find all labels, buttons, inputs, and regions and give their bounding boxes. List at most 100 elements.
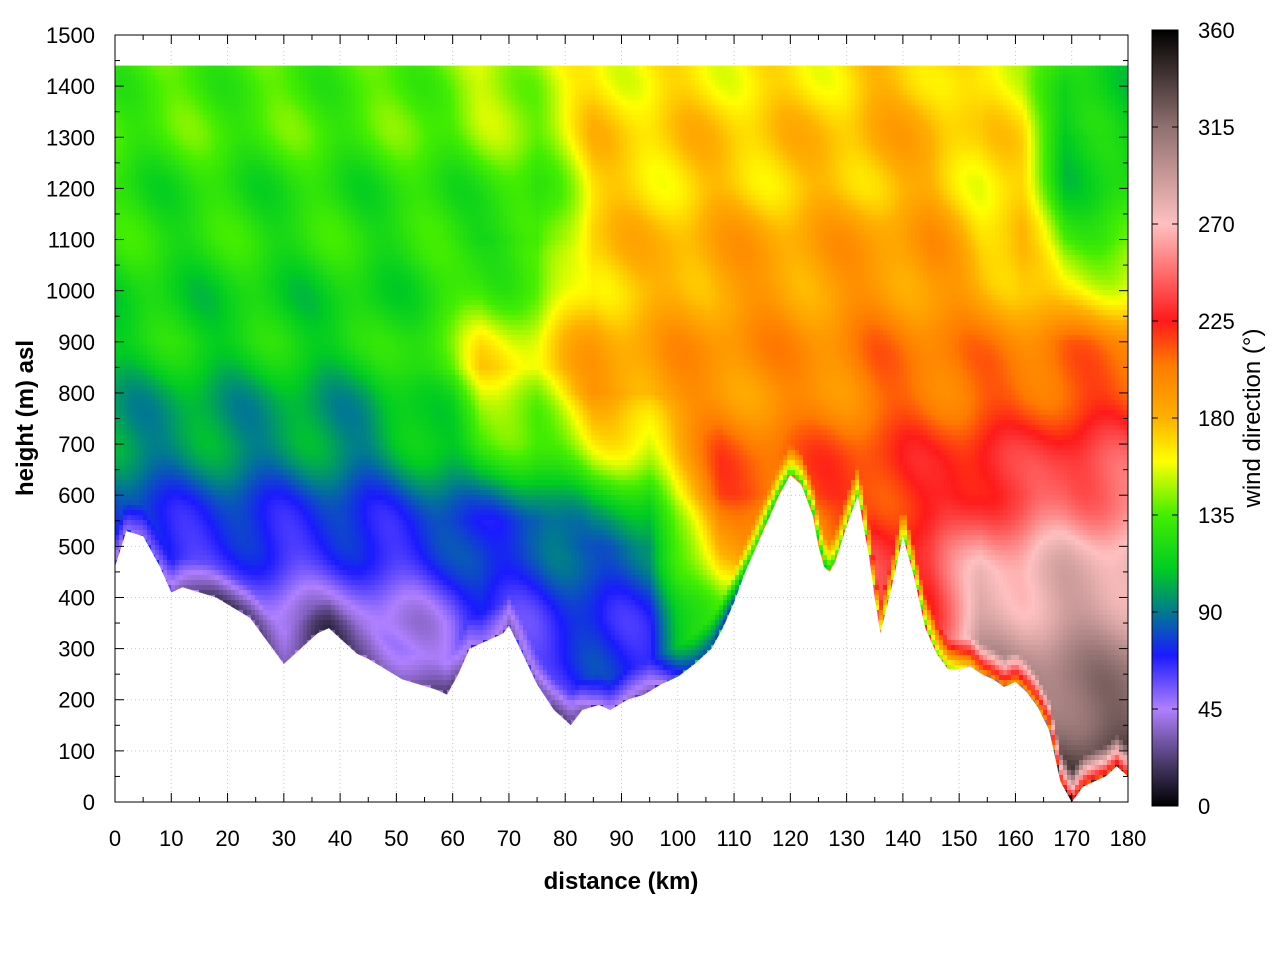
heatmap-cell	[139, 260, 144, 266]
heatmap-cell	[223, 95, 228, 101]
heatmap-cell	[167, 185, 172, 191]
heatmap-cell	[131, 195, 136, 201]
heatmap-cell	[187, 300, 192, 306]
heatmap-cell	[207, 420, 212, 426]
heatmap-cell	[151, 110, 156, 116]
heatmap-cell	[143, 415, 148, 421]
heatmap-cell	[195, 205, 200, 211]
heatmap-cell	[191, 500, 196, 506]
heatmap-cell	[227, 515, 232, 521]
heatmap-cell	[171, 430, 176, 436]
heatmap-cell	[127, 445, 132, 451]
heatmap-cell	[239, 390, 244, 396]
heatmap-cell	[211, 85, 216, 91]
heatmap-cell	[147, 195, 152, 201]
heatmap-cell	[211, 405, 216, 411]
heatmap-cell	[187, 105, 192, 111]
heatmap-cell	[219, 155, 224, 161]
heatmap-cell	[231, 400, 236, 406]
heatmap-cell	[199, 125, 204, 131]
heatmap-cell	[115, 340, 120, 346]
heatmap-cell	[219, 490, 224, 496]
heatmap-cell	[155, 210, 160, 216]
heatmap-cell	[135, 395, 140, 401]
heatmap-cell	[235, 570, 240, 576]
heatmap-cell	[143, 365, 148, 371]
heatmap-cell	[187, 110, 192, 116]
heatmap-cell	[115, 430, 120, 436]
heatmap-cell	[219, 450, 224, 456]
heatmap-cell	[115, 95, 120, 101]
heatmap-cell	[231, 185, 236, 191]
heatmap-cell	[223, 420, 228, 426]
heatmap-cell	[231, 570, 236, 576]
heatmap-cell	[191, 325, 196, 331]
heatmap-cell	[139, 95, 144, 101]
heatmap-cell	[223, 535, 228, 541]
heatmap-cell	[163, 510, 168, 516]
heatmap-cell	[163, 160, 168, 166]
heatmap-cell	[159, 290, 164, 296]
heatmap-cell	[211, 255, 216, 261]
heatmap-cell	[215, 255, 220, 261]
heatmap-cell	[179, 490, 184, 496]
heatmap-cell	[227, 355, 232, 361]
heatmap-cell	[215, 200, 220, 206]
heatmap-cell	[207, 100, 212, 106]
heatmap-cell	[167, 225, 172, 231]
heatmap-cell	[115, 380, 120, 386]
heatmap-cell	[239, 495, 244, 501]
heatmap-cell	[239, 115, 244, 121]
heatmap-cell	[115, 475, 120, 481]
heatmap-cell	[163, 275, 168, 281]
heatmap-cell	[119, 215, 124, 221]
heatmap-cell	[227, 525, 232, 531]
heatmap-cell	[183, 550, 188, 556]
heatmap-cell	[127, 250, 132, 256]
heatmap-cell	[163, 155, 168, 161]
heatmap-cell	[207, 325, 212, 331]
heatmap-cell	[175, 575, 180, 581]
heatmap-cell	[207, 405, 212, 411]
heatmap-cell	[159, 335, 164, 341]
heatmap-cell	[171, 320, 176, 326]
heatmap-cell	[147, 450, 152, 456]
heatmap-cell	[191, 370, 196, 376]
heatmap-cell	[231, 385, 236, 391]
heatmap-cell	[123, 490, 128, 496]
heatmap-cell	[119, 520, 124, 526]
heatmap-cell	[159, 310, 164, 316]
heatmap-cell	[191, 120, 196, 126]
heatmap-cell	[123, 140, 128, 146]
heatmap-cell	[171, 585, 176, 591]
heatmap-cell	[167, 90, 172, 96]
heatmap-cell	[167, 445, 172, 451]
heatmap-cell	[127, 150, 132, 156]
heatmap-cell	[187, 515, 192, 521]
heatmap-cell	[143, 290, 148, 296]
heatmap-cell	[159, 330, 164, 336]
heatmap-cell	[179, 440, 184, 446]
heatmap-cell	[207, 335, 212, 341]
heatmap-cell	[139, 460, 144, 466]
heatmap-cell	[179, 395, 184, 401]
heatmap-cell	[183, 245, 188, 251]
heatmap-cell	[239, 380, 244, 386]
heatmap-cell	[151, 440, 156, 446]
heatmap-cell	[171, 230, 176, 236]
heatmap-cell	[243, 90, 248, 96]
heatmap-cell	[207, 135, 212, 141]
heatmap-cell	[191, 130, 196, 136]
heatmap-cell	[139, 375, 144, 381]
heatmap-cell	[239, 580, 244, 586]
heatmap-cell	[155, 470, 160, 476]
heatmap-cell	[239, 465, 244, 471]
heatmap-cell	[207, 275, 212, 281]
heatmap-cell	[227, 550, 232, 556]
heatmap-cell	[215, 395, 220, 401]
heatmap-cell	[175, 400, 180, 406]
heatmap-cell	[139, 345, 144, 351]
heatmap-cell	[223, 155, 228, 161]
heatmap-cell	[123, 155, 128, 161]
heatmap-cell	[211, 265, 216, 271]
